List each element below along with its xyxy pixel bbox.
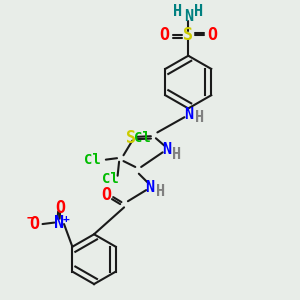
Text: H: H bbox=[173, 4, 182, 19]
Text: H: H bbox=[194, 4, 203, 19]
Text: N: N bbox=[162, 142, 171, 157]
Text: O: O bbox=[207, 26, 218, 44]
Text: N: N bbox=[184, 9, 193, 24]
Text: S: S bbox=[183, 26, 193, 44]
Text: H: H bbox=[172, 147, 181, 162]
Text: −: − bbox=[26, 211, 34, 224]
Text: N: N bbox=[54, 214, 64, 232]
Text: S: S bbox=[126, 129, 136, 147]
Text: H: H bbox=[196, 110, 205, 125]
Text: H: H bbox=[156, 184, 165, 199]
Text: O: O bbox=[159, 26, 169, 44]
Text: N: N bbox=[146, 180, 154, 195]
Text: N: N bbox=[184, 107, 193, 122]
Text: Cl: Cl bbox=[134, 131, 151, 145]
Text: O: O bbox=[29, 215, 39, 233]
Text: O: O bbox=[101, 186, 111, 204]
Text: Cl: Cl bbox=[102, 172, 119, 186]
Text: Cl: Cl bbox=[84, 153, 101, 166]
Text: O: O bbox=[55, 199, 65, 217]
Text: +: + bbox=[63, 214, 70, 224]
